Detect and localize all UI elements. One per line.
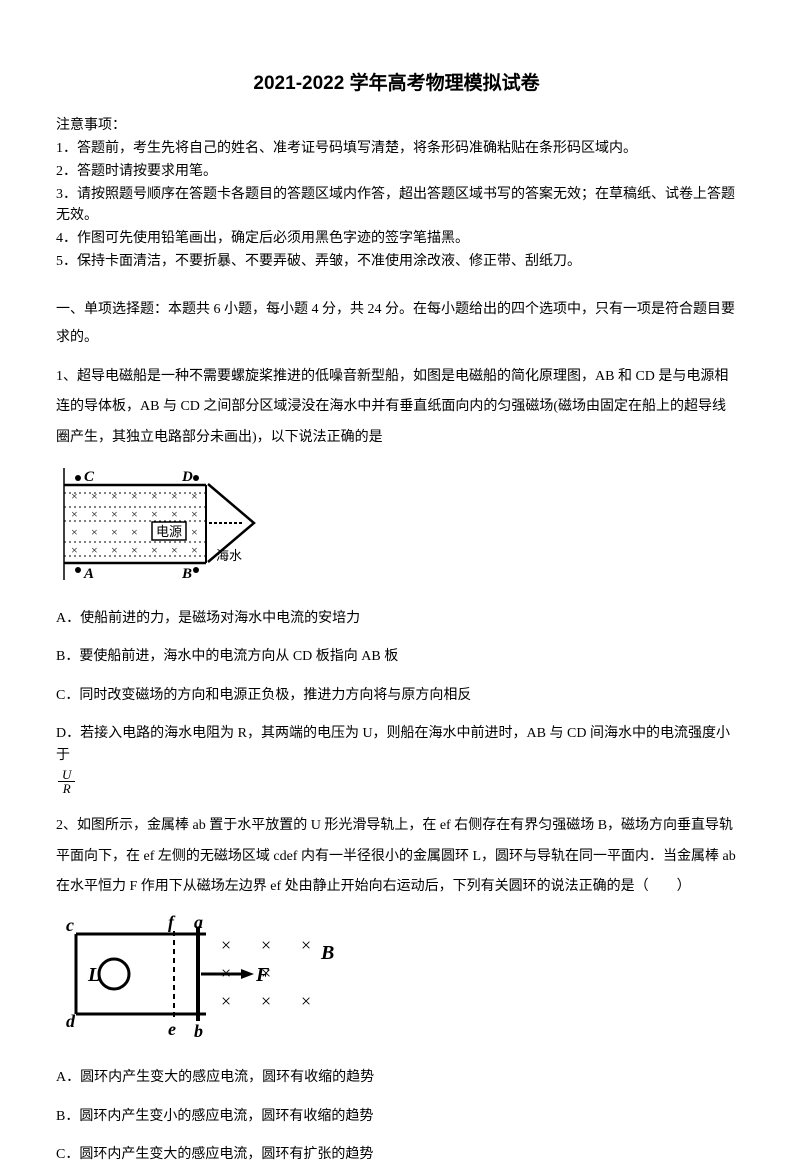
svg-text:×: × [171,489,178,503]
svg-text:f: f [168,912,176,932]
svg-text:L: L [87,964,100,986]
notice-3: 3．请按照题号顺序在答题卡各题目的答题区域内作答，超出答题区域书写的答案无效；在… [56,184,737,226]
svg-text:×: × [151,489,158,503]
svg-text:×: × [111,543,118,557]
svg-text:B: B [320,942,334,964]
svg-text:×: × [221,991,231,1011]
fraction-u-r: U R [58,768,75,795]
svg-text:×: × [151,507,158,521]
svg-text:×: × [191,507,198,521]
svg-text:×: × [131,489,138,503]
svg-text:×: × [151,543,158,557]
svg-text:×: × [191,543,198,557]
svg-text:电源: 电源 [156,524,182,539]
svg-text:×: × [221,935,231,955]
svg-text:×: × [91,525,98,539]
page-title: 2021-2022 学年高考物理模拟试卷 [56,70,737,99]
q1-option-d-text: D．若接入电路的海水电阻为 R，其两端的电压为 U，则船在海水中前进时，AB 与… [56,723,737,768]
q2-figure: ××× ×× ××× c d f e a b L F B [56,909,737,1049]
svg-text:×: × [131,507,138,521]
q1-text: 1、超导电磁船是一种不需要螺旋桨推进的低噪音新型船，如图是电磁船的简化原理图，A… [56,362,737,454]
notice-5: 5．保持卡面清洁，不要折暴、不要弄破、弄皱，不准使用涂改液、修正带、刮纸刀。 [56,251,737,272]
svg-text:A: A [83,566,94,582]
q2-option-a: A．圆环内产生变大的感应电流，圆环有收缩的趋势 [56,1067,737,1089]
svg-text:×: × [91,507,98,521]
svg-text:a: a [194,912,203,932]
svg-text:×: × [171,507,178,521]
svg-text:×: × [131,543,138,557]
svg-text:C: C [84,469,95,485]
section-1-title: 一、单项选择题：本题共 6 小题，每小题 4 分，共 24 分。在每小题给出的四… [56,296,737,352]
svg-text:c: c [66,915,74,935]
svg-text:d: d [66,1011,76,1031]
svg-text:×: × [111,489,118,503]
svg-text:×: × [171,543,178,557]
notice-1: 1．答题前，考生先将自己的姓名、准考证号码填写清楚，将条形码准确粘贴在条形码区域… [56,138,737,159]
svg-text:×: × [111,507,118,521]
svg-text:×: × [111,525,118,539]
svg-text:e: e [168,1019,176,1039]
svg-text:×: × [71,543,78,557]
svg-text:F: F [255,964,270,986]
q2-option-b: B．圆环内产生变小的感应电流，圆环有收缩的趋势 [56,1106,737,1128]
svg-text:×: × [71,489,78,503]
q2-option-c: C．圆环内产生变大的感应电流，圆环有扩张的趋势 [56,1144,737,1166]
svg-text:×: × [191,525,198,539]
svg-text:b: b [194,1021,203,1041]
svg-text:×: × [71,507,78,521]
notice-2: 2．答题时请按要求用笔。 [56,161,737,182]
svg-text:海水: 海水 [216,548,242,563]
svg-text:×: × [261,935,271,955]
svg-text:×: × [221,963,231,983]
svg-text:×: × [91,489,98,503]
q2-text: 2、如图所示，金属棒 ab 置于水平放置的 U 形光滑导轨上，在 ef 右侧存在… [56,811,737,903]
notice-header: 注意事项： [56,115,737,136]
svg-text:×: × [91,543,98,557]
q1-figure: ××××××× ××××××× ××××× ××××××× 电源 海水 C D … [56,460,737,590]
svg-text:×: × [71,525,78,539]
q1-option-c: C．同时改变磁场的方向和电源正负极，推进力方向将与原方向相反 [56,685,737,707]
q1-option-a: A．使船前进的力，是磁场对海水中电流的安培力 [56,608,737,630]
notice-4: 4．作图可先使用铅笔画出，确定后必须用黑色字迹的签字笔描黑。 [56,228,737,249]
svg-text:B: B [181,566,192,582]
svg-text:×: × [131,525,138,539]
svg-text:×: × [261,991,271,1011]
svg-text:×: × [191,489,198,503]
svg-text:D: D [181,469,193,485]
q1-option-b: B．要使船前进，海水中的电流方向从 CD 板指向 AB 板 [56,646,737,668]
svg-text:×: × [301,935,311,955]
svg-text:×: × [301,991,311,1011]
q1-option-d: D．若接入电路的海水电阻为 R，其两端的电压为 U，则船在海水中前进时，AB 与… [56,723,737,795]
